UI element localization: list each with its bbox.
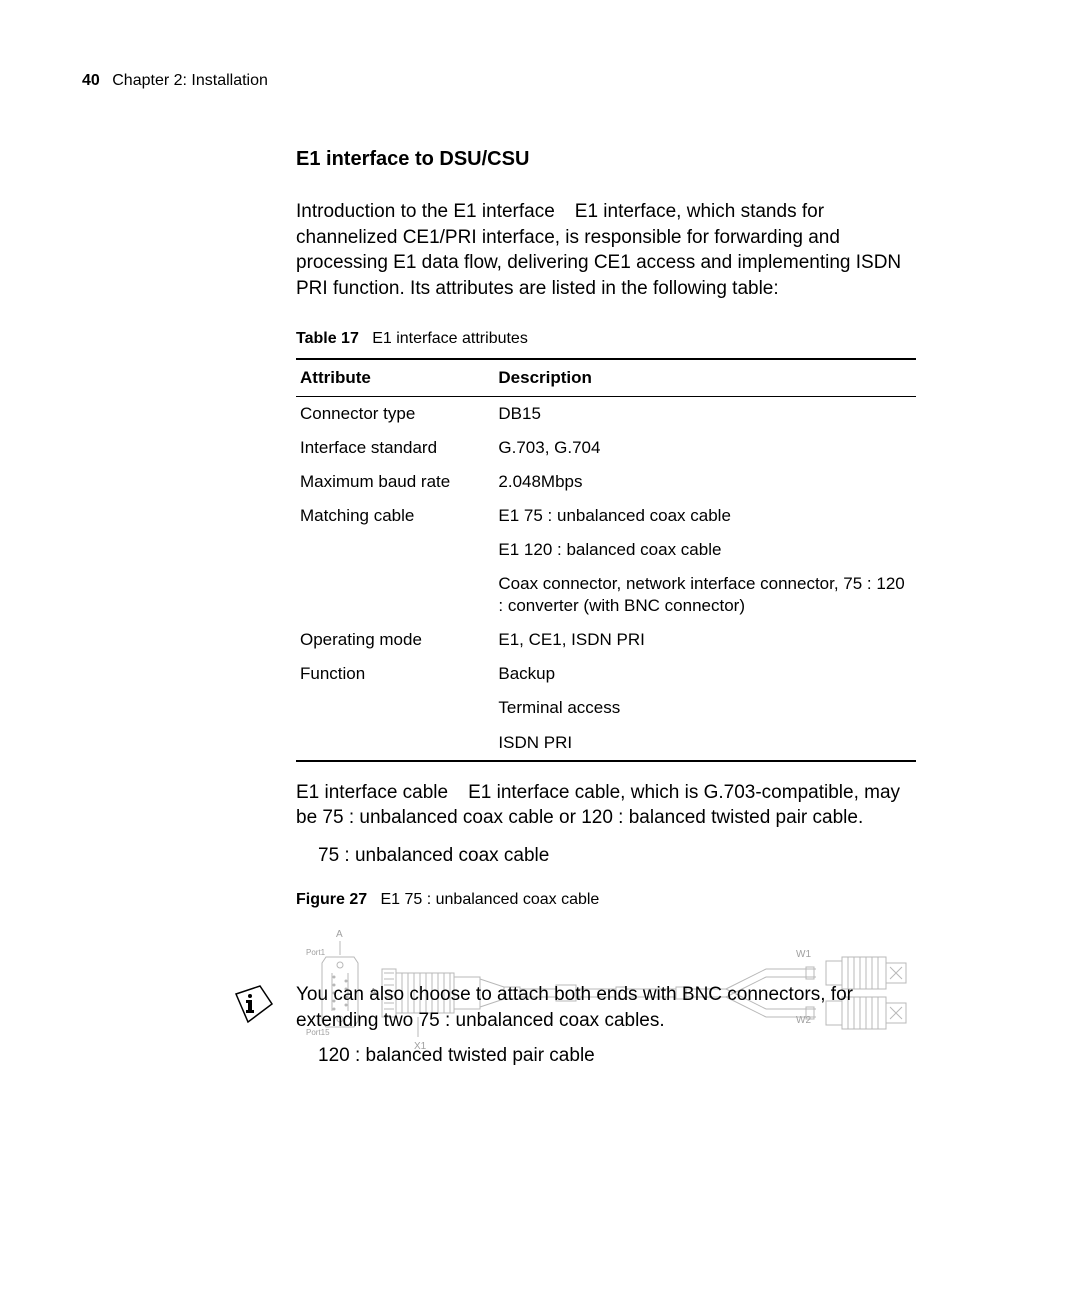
table-row: Interface standardG.703, G.704 xyxy=(296,431,916,465)
cable-paragraph: E1 interface cableE1 interface cable, wh… xyxy=(296,780,916,831)
attributes-table: Attribute Description Connector typeDB15… xyxy=(296,358,916,762)
table-row: Operating modeE1, CE1, ISDN PRI xyxy=(296,623,916,657)
info-icon xyxy=(232,982,276,1026)
table-cell-attribute: Interface standard xyxy=(296,431,494,465)
note-block: You can also choose to attach both ends … xyxy=(232,982,916,1067)
table-cell-attribute: Matching cable xyxy=(296,499,494,533)
table-cell-description: G.703, G.704 xyxy=(494,431,916,465)
table-cell-description: ISDN PRI xyxy=(494,726,916,761)
table-cell-attribute: Maximum baud rate xyxy=(296,465,494,499)
table-row: ISDN PRI xyxy=(296,726,916,761)
bullet-75-unbalanced: 75 : unbalanced coax cable xyxy=(318,845,916,867)
table-row: FunctionBackup xyxy=(296,657,916,691)
table-cell-description: DB15 xyxy=(494,396,916,431)
fig-label-port1: Port1 xyxy=(306,948,326,957)
fig-label-w1: W1 xyxy=(796,949,811,960)
table-caption: Table 17 E1 interface attributes xyxy=(296,330,916,348)
note-text: You can also choose to attach both ends … xyxy=(296,982,916,1033)
table-row: Connector typeDB15 xyxy=(296,396,916,431)
table-cell-description: Terminal access xyxy=(494,691,916,725)
table-cell-attribute xyxy=(296,691,494,725)
fig-label-a-top: A xyxy=(336,929,343,940)
table-cell-description: 2.048Mbps xyxy=(494,465,916,499)
table-cell-attribute: Operating mode xyxy=(296,623,494,657)
table-cell-attribute xyxy=(296,533,494,567)
intro-paragraph: Introduction to the E1 interfaceE1 inter… xyxy=(296,199,916,302)
table-cell-description: E1 120 : balanced coax cable xyxy=(494,533,916,567)
section-title: E1 interface to DSU/CSU xyxy=(296,148,916,171)
figure-caption-text: E1 75 : unbalanced coax cable xyxy=(380,891,599,908)
page-header: 40 Chapter 2: Installation xyxy=(82,72,268,90)
table-cell-attribute xyxy=(296,567,494,623)
cable-lead: E1 interface cable xyxy=(296,782,448,803)
table-row: Maximum baud rate2.048Mbps xyxy=(296,465,916,499)
intro-lead: Introduction to the E1 interface xyxy=(296,201,555,222)
table-row: Coax connector, network interface connec… xyxy=(296,567,916,623)
chapter-title: Chapter 2: Installation xyxy=(112,72,268,89)
table-cell-attribute: Connector type xyxy=(296,396,494,431)
table-cell-description: Backup xyxy=(494,657,916,691)
page-number: 40 xyxy=(82,72,100,89)
table-cell-attribute: Function xyxy=(296,657,494,691)
table-header-description: Description xyxy=(494,359,916,397)
table-cell-description: E1, CE1, ISDN PRI xyxy=(494,623,916,657)
table-row: Terminal access xyxy=(296,691,916,725)
table-caption-label: Table 17 xyxy=(296,330,359,347)
table-cell-description: Coax connector, network interface connec… xyxy=(494,567,916,623)
table-cell-attribute xyxy=(296,726,494,761)
table-caption-text: E1 interface attributes xyxy=(372,330,528,347)
table-header-attribute: Attribute xyxy=(296,359,494,397)
figure-caption: Figure 27 E1 75 : unbalanced coax cable xyxy=(296,891,916,909)
table-cell-description: E1 75 : unbalanced coax cable xyxy=(494,499,916,533)
figure-caption-label: Figure 27 xyxy=(296,891,367,908)
bullet-120-balanced: 120 : balanced twisted pair cable xyxy=(318,1045,916,1067)
main-content: E1 interface to DSU/CSU Introduction to … xyxy=(296,148,916,1066)
table-row: Matching cableE1 75 : unbalanced coax ca… xyxy=(296,499,916,533)
table-row: E1 120 : balanced coax cable xyxy=(296,533,916,567)
